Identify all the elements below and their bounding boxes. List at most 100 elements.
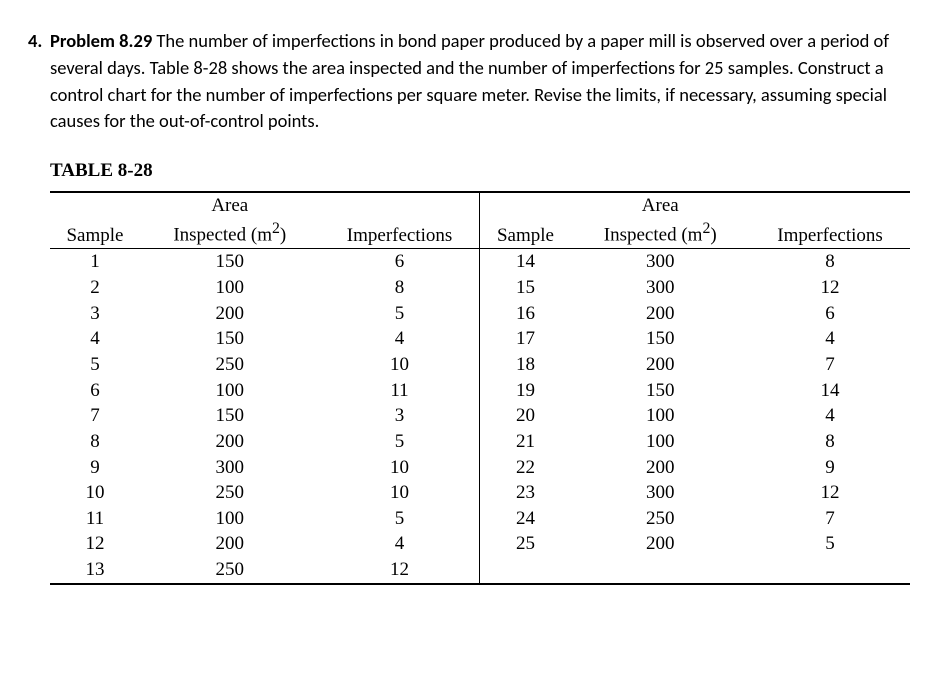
table-cell: 12 — [50, 531, 140, 557]
table-cell: 200 — [140, 301, 320, 327]
table-cell — [750, 557, 910, 584]
table-cell: 9 — [750, 455, 910, 481]
table-cell: 200 — [570, 531, 750, 557]
table-cell: 8 — [750, 429, 910, 455]
table-cell: 100 — [570, 403, 750, 429]
table-cell: 11 — [320, 378, 480, 404]
table-cell: 14 — [480, 249, 570, 275]
table-cell: 4 — [320, 326, 480, 352]
table-row: 71503201004 — [50, 403, 910, 429]
table-cell: 1 — [50, 249, 140, 275]
table-row: 1325012 — [50, 557, 910, 584]
table-cell: 300 — [570, 249, 750, 275]
table-caption: TABLE 8-28 — [50, 157, 899, 185]
table-row: 10250102330012 — [50, 480, 910, 506]
table-row: 41504171504 — [50, 326, 910, 352]
table-cell: 200 — [570, 301, 750, 327]
table-cell: 10 — [320, 480, 480, 506]
table-cell: 8 — [320, 275, 480, 301]
table-cell: 4 — [50, 326, 140, 352]
th-imperf-right: Imperfections — [750, 192, 910, 249]
table-cell: 150 — [140, 326, 320, 352]
table-cell: 200 — [140, 531, 320, 557]
table-row: 210081530012 — [50, 275, 910, 301]
table-cell: 250 — [140, 557, 320, 584]
th-sample-right: Sample — [480, 192, 570, 249]
problem-block: 4. Problem 8.29 The number of imperfecti… — [28, 28, 899, 135]
table-row: 32005162006 — [50, 301, 910, 327]
table-cell — [570, 557, 750, 584]
table-cell: 150 — [140, 403, 320, 429]
table-cell: 100 — [140, 378, 320, 404]
table-cell: 150 — [570, 326, 750, 352]
table-cell — [480, 557, 570, 584]
table-row: 6100111915014 — [50, 378, 910, 404]
th-area-l1-left: Area — [140, 192, 320, 219]
table-cell: 250 — [140, 480, 320, 506]
table-cell: 20 — [480, 403, 570, 429]
table-cell: 4 — [750, 326, 910, 352]
table-cell: 150 — [140, 249, 320, 275]
th-area-l2-right: Inspected (m2) — [570, 218, 750, 248]
table-cell: 5 — [320, 429, 480, 455]
table-cell: 100 — [140, 506, 320, 532]
table-row: 111005242507 — [50, 506, 910, 532]
list-number: 4. — [28, 28, 50, 135]
table-cell: 250 — [140, 352, 320, 378]
table-row: 930010222009 — [50, 455, 910, 481]
table-cell: 200 — [140, 429, 320, 455]
table-cell: 21 — [480, 429, 570, 455]
table-cell: 7 — [750, 352, 910, 378]
problem-label: Problem 8.29 — [50, 29, 152, 52]
table-cell: 5 — [320, 506, 480, 532]
table-cell: 23 — [480, 480, 570, 506]
table-cell: 3 — [320, 403, 480, 429]
table-row: 82005211008 — [50, 429, 910, 455]
table-row: 122004252005 — [50, 531, 910, 557]
table-cell: 5 — [50, 352, 140, 378]
table-cell: 8 — [50, 429, 140, 455]
table-cell: 12 — [320, 557, 480, 584]
table-cell: 3 — [50, 301, 140, 327]
table-cell: 18 — [480, 352, 570, 378]
table-cell: 11 — [50, 506, 140, 532]
table-cell: 5 — [750, 531, 910, 557]
table-cell: 4 — [320, 531, 480, 557]
table-row: 525010182007 — [50, 352, 910, 378]
table-cell: 16 — [480, 301, 570, 327]
table-cell: 19 — [480, 378, 570, 404]
table-cell: 7 — [750, 506, 910, 532]
table-cell: 24 — [480, 506, 570, 532]
table-cell: 10 — [50, 480, 140, 506]
table-cell: 300 — [140, 455, 320, 481]
table-cell: 300 — [570, 480, 750, 506]
table-cell: 12 — [750, 480, 910, 506]
table-cell: 13 — [50, 557, 140, 584]
th-area-l1-right: Area — [570, 192, 750, 219]
table-cell: 15 — [480, 275, 570, 301]
table-cell: 9 — [50, 455, 140, 481]
th-area-l2-left: Inspected (m2) — [140, 218, 320, 248]
table-cell: 4 — [750, 403, 910, 429]
table-cell: 250 — [570, 506, 750, 532]
table-cell: 6 — [320, 249, 480, 275]
th-sample-left: Sample — [50, 192, 140, 249]
table-cell: 22 — [480, 455, 570, 481]
table-cell: 6 — [50, 378, 140, 404]
th-imperf-left: Imperfections — [320, 192, 480, 249]
table-cell: 8 — [750, 249, 910, 275]
table-cell: 100 — [570, 429, 750, 455]
table-cell: 6 — [750, 301, 910, 327]
table-cell: 25 — [480, 531, 570, 557]
table-cell: 200 — [570, 352, 750, 378]
data-table: Sample Area Imperfections Sample Area Im… — [50, 191, 910, 585]
table-cell: 100 — [140, 275, 320, 301]
table-cell: 150 — [570, 378, 750, 404]
table-cell: 7 — [50, 403, 140, 429]
table-cell: 200 — [570, 455, 750, 481]
problem-text: Problem 8.29 The number of imperfections… — [50, 28, 899, 135]
table-cell: 2 — [50, 275, 140, 301]
problem-body: The number of imperfections in bond pape… — [50, 29, 889, 132]
table-cell: 12 — [750, 275, 910, 301]
table-cell: 10 — [320, 352, 480, 378]
